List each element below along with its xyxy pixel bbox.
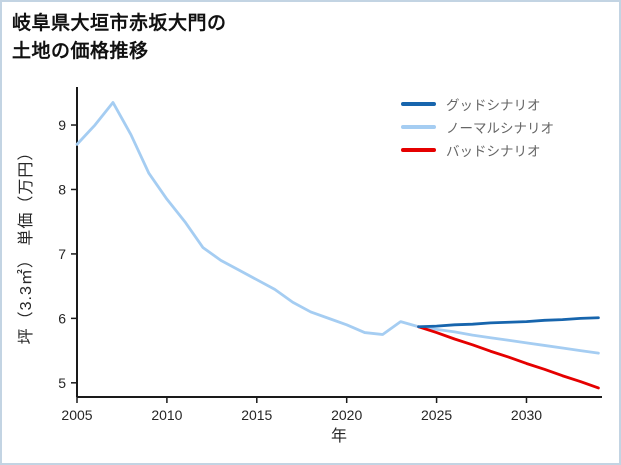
y-tick-label: 9 [58, 117, 66, 133]
x-tick-label: 2005 [61, 407, 92, 423]
x-tick-label: 2025 [421, 407, 452, 423]
legend-item-normal-scenario: ノーマルシナリオ [401, 115, 554, 138]
x-tick-label: 2015 [241, 407, 272, 423]
legend-line-bad-scenario-swatch [401, 147, 436, 152]
legend-label-good-scenario: グッドシナリオ [446, 97, 541, 113]
legend-line-normal-scenario-swatch [401, 124, 436, 129]
series-line-2 [417, 325, 600, 390]
y-tick-label: 5 [58, 375, 66, 391]
y-tick-label: 7 [58, 246, 66, 262]
legend-line-good-scenario-swatch [401, 101, 436, 106]
legend-item-good-scenario: グッドシナリオ [401, 92, 554, 115]
y-tick-label: 8 [58, 181, 66, 197]
x-tick-label: 2010 [151, 407, 182, 423]
y-tick-label: 6 [58, 310, 66, 326]
series-line-0 [417, 316, 600, 329]
legend-item-bad-scenario: バッドシナリオ [401, 138, 554, 161]
y-axis-label: 坪（3.3㎡） 単価（万円） [18, 143, 35, 345]
chart-title-line2: 土地の価格推移 [12, 40, 149, 62]
chart-title-line1: 岐阜県大垣市赤坂大門の [12, 13, 227, 34]
series-line-1 [75, 101, 600, 355]
x-tick-label: 2020 [331, 407, 362, 423]
legend: グッドシナリオ ノーマルシナリオ バッドシナリオ [401, 92, 554, 161]
x-tick-label: 2030 [511, 407, 542, 423]
chart-title: 岐阜県大垣市赤坂大門の 土地の価格推移 [12, 10, 227, 65]
legend-label-normal-scenario: ノーマルシナリオ [446, 120, 554, 136]
x-axis-label: 年 [330, 428, 348, 445]
legend-label-bad-scenario: バッドシナリオ [446, 143, 541, 159]
